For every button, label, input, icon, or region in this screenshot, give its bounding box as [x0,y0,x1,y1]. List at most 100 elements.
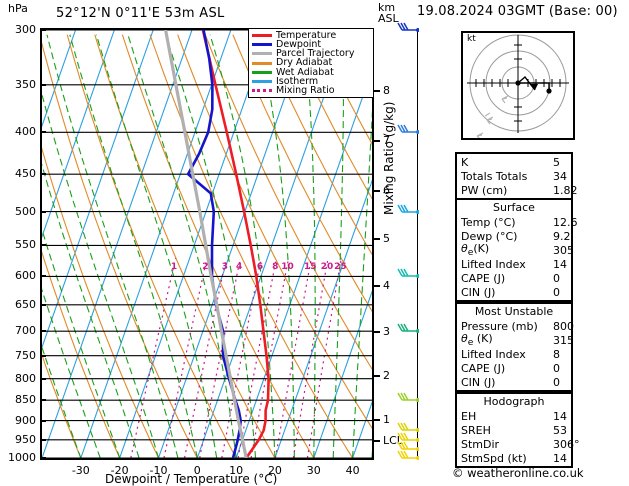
pressure-axis-unit-label: hPa [8,2,28,15]
pressure-tickmark-650 [40,303,46,306]
surface-label: Dewp (°C) [461,229,518,243]
skewt-plot-area [40,28,374,460]
temperature-tick--30: -30 [71,464,90,477]
pressure-tick-550: 550 [15,238,36,252]
table-row: θe(K) 305 [457,241,574,259]
table-row: StmSpd (kt) 14 [457,451,571,465]
legend-swatch-icon [252,89,272,93]
mixing-ratio-label-8: 8 [272,262,279,273]
pressure-tickmark-700 [40,330,46,333]
hodograph-label: EH [461,409,477,423]
x-axis-title: Dewpoint / Temperature (°C) [105,472,278,486]
temperature-tick-20: 20 [267,464,282,477]
table-row: Totals Totals 34 [457,169,571,183]
pressure-tickmark-950 [40,438,46,441]
surface-value: 14 [553,257,567,271]
most-unstable-table-title: Most Unstable [474,305,554,318]
legend-swatch-icon [252,70,272,74]
hodograph-panel: kt [461,31,575,140]
indices-value: 34 [553,169,567,183]
mixing-ratio-label-4: 4 [235,262,243,273]
wind-barb-spine [417,30,418,458]
surface-label: CIN (J) [461,285,496,299]
indices-value: 1.82 [553,183,578,197]
pressure-tickmark-600 [40,275,46,278]
height-tickmark-3 [374,330,380,333]
height-tickmark-4 [374,284,380,287]
table-row: EH 14 [457,409,571,423]
station-title: 52°12'N 0°11'E 53m ASL [56,6,225,21]
temperature-tick--20: -20 [110,464,129,477]
wind-barb-925 [397,422,419,433]
height-tick-5: 5 [383,232,390,246]
legend-label: Parcel Trajectory [276,48,355,60]
indices-label: K [461,155,469,169]
most-unstable-value: 315 [553,333,574,347]
surface-label: θe(K) [461,241,490,259]
skewt-canvas [42,30,372,458]
table-row: θe (K) 315 [457,332,574,348]
legend-item-parcel-trajectory: Parcel Trajectory [252,49,370,58]
mixing-ratio-axis-label: Mixing Ratio (g/kg) [382,101,396,215]
height-tick-4: 4 [383,278,390,292]
table-row: Lifted Index 8 [457,347,571,361]
hodograph-table-title: Hodograph [483,395,545,408]
height-tickmark-7 [374,140,380,143]
legend-label: Dry Adiabat [276,57,333,69]
height-unit-line1: km [378,1,396,14]
pressure-tick-750: 750 [15,348,36,362]
mixing-ratio-label-6: 6 [256,262,264,273]
height-tickmark-1 [374,419,380,422]
surface-label: CAPE (J) [461,271,506,285]
most-unstable-value: 0 [553,361,560,375]
height-tickmark-5 [374,238,380,241]
temperature-tick-0: 0 [193,464,201,477]
hodograph-unit-label: kt [467,34,476,44]
wind-barb-600 [397,269,419,279]
copyright-footer: © weatheronline.co.uk [452,466,584,480]
surface-table-title: Surface [493,201,535,214]
surface-label: Temp (°C) [461,215,516,229]
pressure-tick-500: 500 [15,204,36,218]
table-row: CIN (J) 0 [457,375,571,389]
pressure-tickmark-550 [40,244,46,247]
table-row: Dewp (°C) 9.2 [457,229,571,243]
height-axis-unit-label: km ASL [378,2,399,24]
pressure-tick-400: 400 [15,125,36,139]
mixing-ratio-label-2: 2 [202,262,209,273]
pressure-tickmark-750 [40,354,46,357]
pressure-tick-600: 600 [15,269,36,283]
height-tickmark-6 [374,189,380,192]
temperature-tick-40: 40 [345,464,360,477]
wind-barb-975 [397,441,419,451]
legend-label: Isotherm [276,75,319,87]
most-unstable-table: Most Unstable Pressure (mb) 800 θe (K) 315 Li… [455,302,574,392]
table-row: CAPE (J) 0 [457,271,571,285]
wind-barb-850 [397,392,419,403]
mixing-ratio-label-10: 10 [281,262,294,273]
surface-value: 0 [553,285,560,299]
table-row: CAPE (J) 0 [457,361,571,375]
hodograph-value: 14 [553,409,567,423]
table-row: Temp (°C) 12.6 [457,215,578,229]
pressure-tick-800: 800 [15,371,36,385]
legend-item-wet-adiabat: Wet Adiabat [252,68,370,77]
pressure-tickmark-1000 [40,457,46,459]
surface-value: 305 [553,243,574,257]
height-tick-1: 1 [383,413,390,427]
hodograph-value: 306° [553,437,580,451]
surface-label: Lifted Index [461,257,526,271]
most-unstable-label: CIN (J) [461,375,496,389]
hodograph-value: 53 [553,423,567,437]
pressure-tickmark-450 [40,173,46,176]
most-unstable-value: 8 [553,347,560,361]
pressure-tickmark-300 [40,29,46,31]
height-tickmark-2 [374,375,380,378]
pressure-tick-900: 900 [15,413,36,427]
pressure-tick-650: 650 [15,297,36,311]
indices-table: K 5 Totals Totals 34 PW (cm) 1.82 [455,152,578,200]
indices-label: Totals Totals [461,169,528,183]
legend-item-dry-adiabat: Dry Adiabat [252,57,370,69]
legend-item-dewpoint: Dewpoint [252,40,370,49]
